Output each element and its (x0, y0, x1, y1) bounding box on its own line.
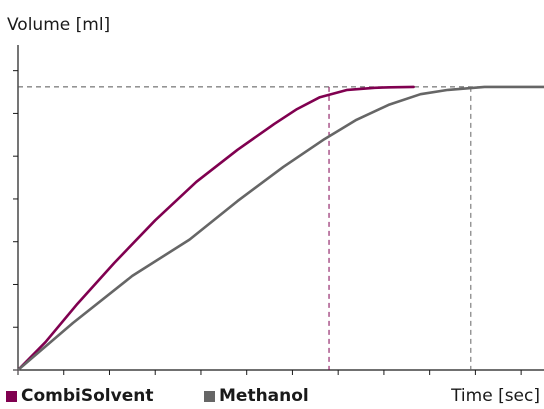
y-axis-label: Volume [ml] (7, 15, 111, 35)
legend-item-combisolvent: CombiSolvent (6, 386, 153, 406)
legend-swatch-methanol (204, 390, 215, 402)
x-axis-label: Time [sec] (451, 386, 540, 406)
legend-label-methanol: Methanol (219, 386, 309, 406)
legend-swatch-combisolvent (6, 390, 17, 402)
legend-label-combisolvent: CombiSolvent (21, 386, 154, 406)
legend: CombiSolvent Methanol (0, 386, 544, 408)
series-line-methanol (16, 85, 544, 372)
series-line-combisolvent (16, 85, 415, 372)
legend-item-methanol: Methanol (204, 386, 309, 406)
